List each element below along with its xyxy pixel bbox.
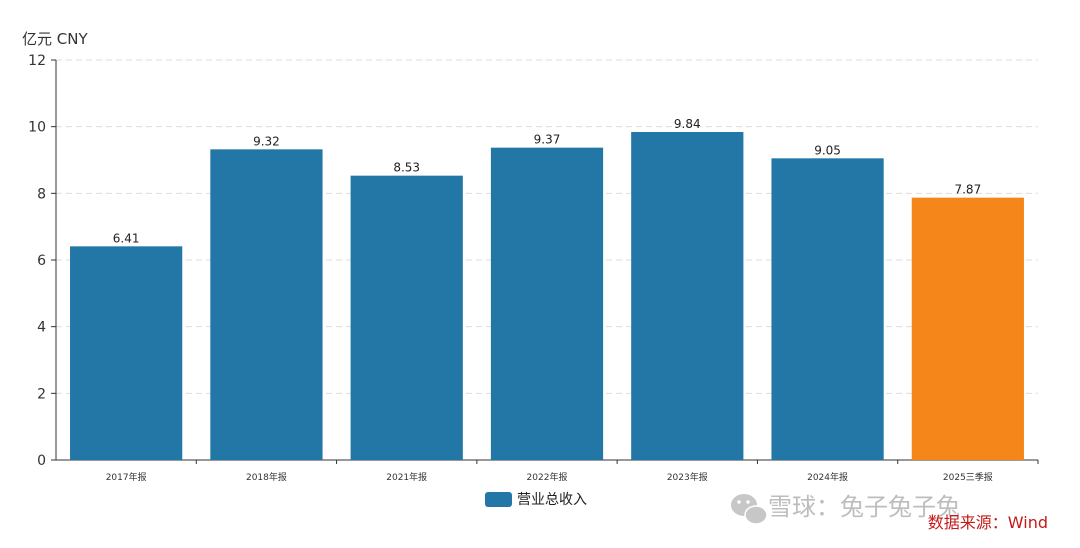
x-tick-label: 2024年报 [807,471,848,483]
x-tick-label: 2021年报 [386,471,427,483]
y-tick-label: 2 [37,386,46,402]
bar[interactable] [350,175,463,460]
x-tick-label: 2025三季报 [943,471,993,483]
y-tick-label: 8 [37,186,46,202]
data-label: 9.05 [814,143,841,157]
data-label: 6.41 [113,231,140,245]
x-tick-label: 2018年报 [246,471,287,483]
bar[interactable] [490,147,604,460]
source-note: 数据来源：Wind [928,513,1048,532]
bar[interactable] [70,246,183,460]
legend-swatch [485,492,512,507]
data-label: 9.37 [534,133,561,147]
x-tick-label: 2017年报 [106,471,147,483]
y-tick-label: 10 [28,120,46,136]
y-tick-label: 4 [37,320,46,336]
bar[interactable] [771,158,884,461]
bars: 6.41 9.32 8.53 9.37 9.84 9.05 7.87 [70,117,1024,461]
bar[interactable] [210,149,323,461]
data-label: 9.84 [674,117,701,131]
wechat-icon [731,494,768,525]
data-label: 7.87 [954,183,981,197]
x-tick-label: 2022年报 [527,471,568,483]
data-label: 8.53 [393,161,420,175]
y-axis-ticks: 0 2 4 6 8 10 12 [28,53,46,469]
data-label: 9.32 [253,134,280,148]
bar[interactable] [911,197,1024,460]
bar[interactable] [631,132,744,460]
y-axis-unit-label: 亿元 CNY [22,30,88,48]
x-axis-ticks: 2017年报 2018年报 2021年报 2022年报 2023年报 2024年报 2025… [106,471,993,483]
y-tick-label: 6 [37,253,46,269]
watermark-text: 雪球：兔子兔子兔 [768,493,960,521]
legend-label: 营业总收入 [517,492,587,508]
watermark: 雪球：兔子兔子兔 [731,493,960,525]
x-tick-label: 2023年报 [667,471,708,483]
legend[interactable]: 营业总收入 [485,492,587,508]
y-tick-label: 12 [28,53,46,69]
y-tick-label: 0 [37,453,46,469]
